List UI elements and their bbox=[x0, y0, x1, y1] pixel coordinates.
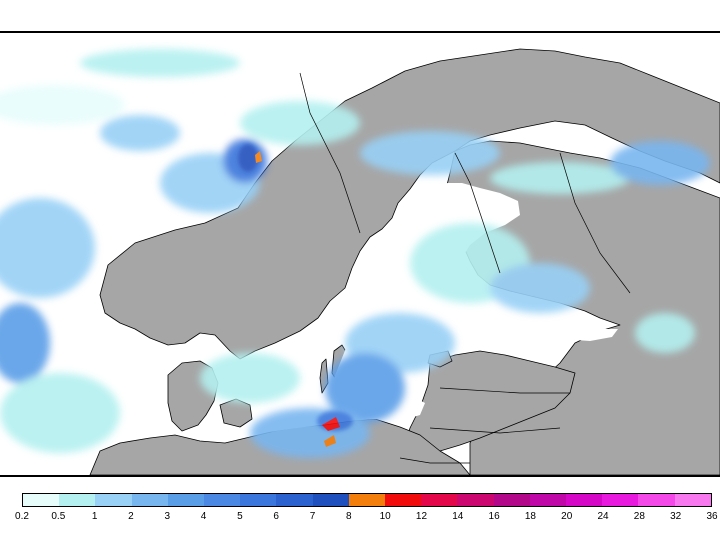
legend-tick-label: 12 bbox=[415, 511, 428, 522]
legend-tick-label: 0.5 bbox=[51, 511, 66, 522]
legend-tick-label: 2 bbox=[128, 511, 134, 522]
legend-swatch bbox=[385, 494, 422, 506]
legend-swatch bbox=[131, 494, 168, 506]
legend-tick-label: 14 bbox=[452, 511, 464, 522]
legend-swatch bbox=[638, 494, 675, 506]
legend-tick-label: 20 bbox=[561, 511, 573, 522]
legend-swatch bbox=[276, 494, 313, 506]
legend-tick-label: 4 bbox=[200, 511, 207, 522]
legend-tick-label: 5 bbox=[237, 511, 243, 522]
legend-ticks: 0.20.5123456781012141618202428323640 bbox=[0, 511, 720, 527]
legend-swatch bbox=[312, 494, 349, 506]
legend-tick-label: 7 bbox=[309, 511, 316, 522]
legend-swatch bbox=[457, 494, 494, 506]
precipitation-shading bbox=[0, 49, 710, 458]
legend-swatch bbox=[566, 494, 603, 506]
country-borders bbox=[299, 72, 631, 464]
legend-swatch bbox=[421, 494, 458, 506]
map-canvas bbox=[0, 33, 720, 475]
legend-tick-label: 6 bbox=[273, 511, 279, 522]
legend-tick-label: 36 bbox=[706, 511, 718, 522]
legend-tick-label: 24 bbox=[597, 511, 609, 522]
precip-cell-orange-north bbox=[255, 151, 262, 163]
precip-cell-orange bbox=[324, 435, 336, 447]
legend-tick-label: 18 bbox=[524, 511, 536, 522]
legend-tick-label: 16 bbox=[488, 511, 500, 522]
legend-swatch bbox=[493, 494, 530, 506]
legend-swatch bbox=[95, 494, 132, 506]
legend-tick-label: 32 bbox=[670, 511, 682, 522]
legend-swatch bbox=[674, 494, 711, 506]
legend-tick-label: 3 bbox=[164, 511, 171, 522]
legend-swatch bbox=[348, 494, 386, 506]
legend-tick-label: 10 bbox=[379, 511, 391, 522]
legend-swatch bbox=[240, 494, 277, 506]
precip-cell-red bbox=[322, 417, 340, 431]
gulf-of-finland bbox=[445, 319, 618, 341]
legend-swatch bbox=[23, 494, 60, 506]
legend-swatch bbox=[59, 494, 96, 506]
legend-tick-label: 1 bbox=[91, 511, 98, 522]
legend-tick-label: 0.2 bbox=[15, 511, 29, 522]
precipitation-legend bbox=[22, 493, 712, 507]
precipitation-map bbox=[0, 31, 720, 477]
legend-swatch bbox=[602, 494, 639, 506]
legend-swatch bbox=[204, 494, 241, 506]
legend-tick-label: 28 bbox=[633, 511, 645, 522]
legend-swatch bbox=[167, 494, 205, 506]
legend-tick-label: 8 bbox=[346, 511, 352, 522]
legend-swatch bbox=[529, 494, 567, 506]
